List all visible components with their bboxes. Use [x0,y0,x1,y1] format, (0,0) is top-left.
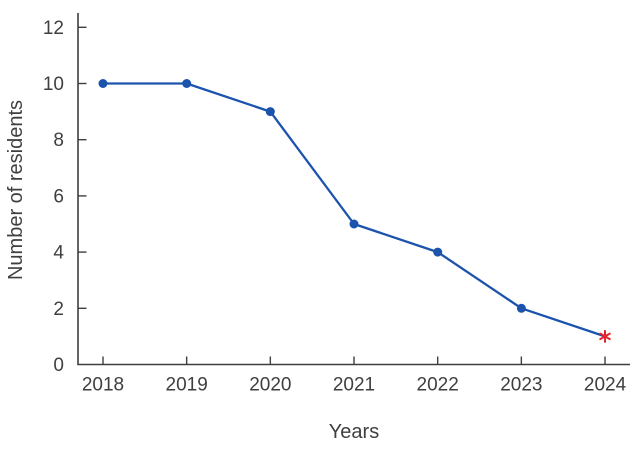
data-point [433,247,443,257]
data-line [103,82,606,338]
y-tick-label: 6 [53,186,64,207]
y-axis-title: Number of residents [5,100,27,280]
y-tick-label: 4 [53,243,64,264]
x-axis-ticks: 2018 2019 2020 2021 2022 2023 2024 [82,356,627,396]
y-tick-label: 12 [43,18,64,39]
x-tick-label: 2021 [333,375,375,396]
x-tick-label: 2024 [584,375,627,396]
data-series [98,79,611,343]
data-point [516,303,526,313]
data-point [182,79,192,88]
data-point [349,219,359,229]
x-tick-label: 2019 [166,375,208,396]
asterisk-spoke [599,332,611,341]
data-point [265,107,275,117]
x-axis-title: Years [329,421,379,443]
axis-spine [77,13,630,366]
x-tick-label: 2018 [82,375,124,396]
y-tick-label: 2 [53,299,64,320]
x-tick-label: 2022 [417,375,459,396]
data-point [98,79,108,88]
y-tick-label: 8 [53,130,64,151]
y-tick-label: 10 [43,74,64,95]
y-axis-ticks: 0 2 4 6 8 10 12 [43,18,87,376]
y-tick-label: 0 [53,355,64,376]
red-asterisk-marker [599,329,611,343]
x-tick-label: 2020 [249,375,291,396]
x-tick-label: 2023 [500,375,542,396]
axes [77,13,630,366]
